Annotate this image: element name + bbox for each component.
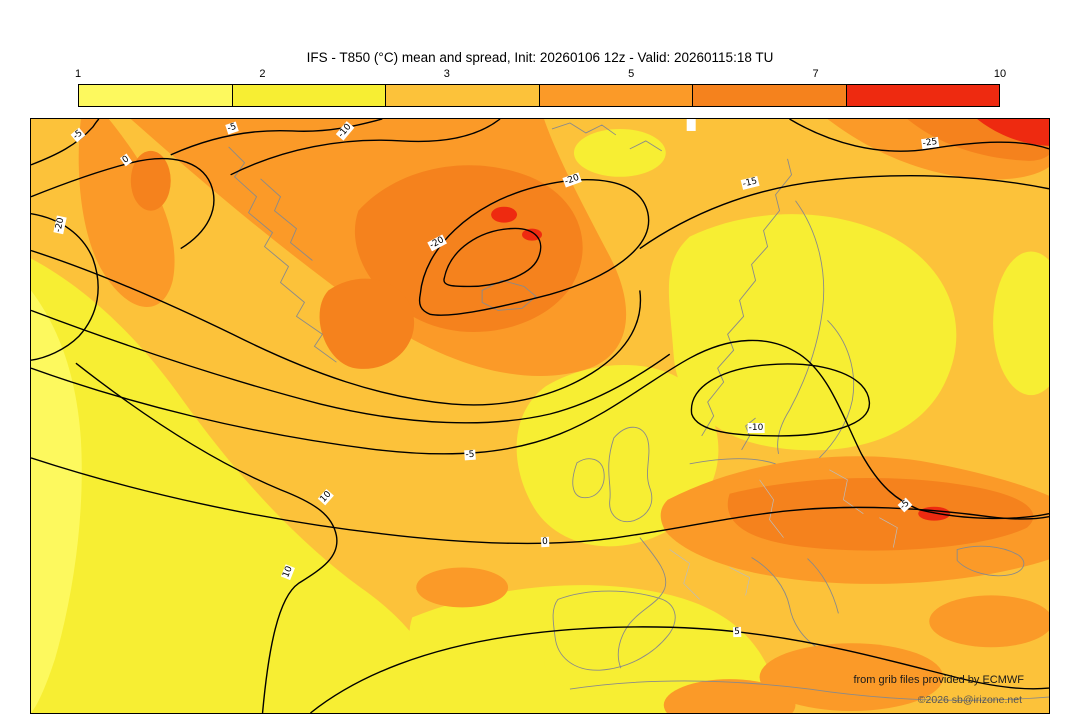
colorbar-tick-labels: 1 2 3 5 7 10 [74,68,1006,84]
colorbar-segment [693,85,847,106]
spread-fill-layer [31,119,1049,713]
colorbar-segment [79,85,233,106]
colorbar-segment [386,85,540,106]
colorbar-segment [846,85,999,106]
coastline-layer [228,122,1049,701]
colorbar-segment [232,85,386,106]
colorbar-gradient [78,84,1000,107]
map-canvas [30,118,1050,714]
colorbar-tick-label: 10 [993,68,1007,80]
colorbar: 1 2 3 5 7 10 [74,68,1006,107]
colorbar-tick-label: 2 [259,68,266,80]
colorbar-tick-label: 7 [812,68,819,80]
chart-title: IFS - T850 (°C) mean and spread, Init: 2… [306,50,774,65]
colorbar-tick-label: 3 [443,68,450,80]
weather-map-svg [31,119,1049,713]
colorbar-tick-label: 5 [628,68,635,80]
colorbar-tick-label: 1 [74,68,82,80]
clipped-contour-label [686,119,696,131]
country-border-layer [669,469,898,600]
colorbar-segment [539,85,693,106]
